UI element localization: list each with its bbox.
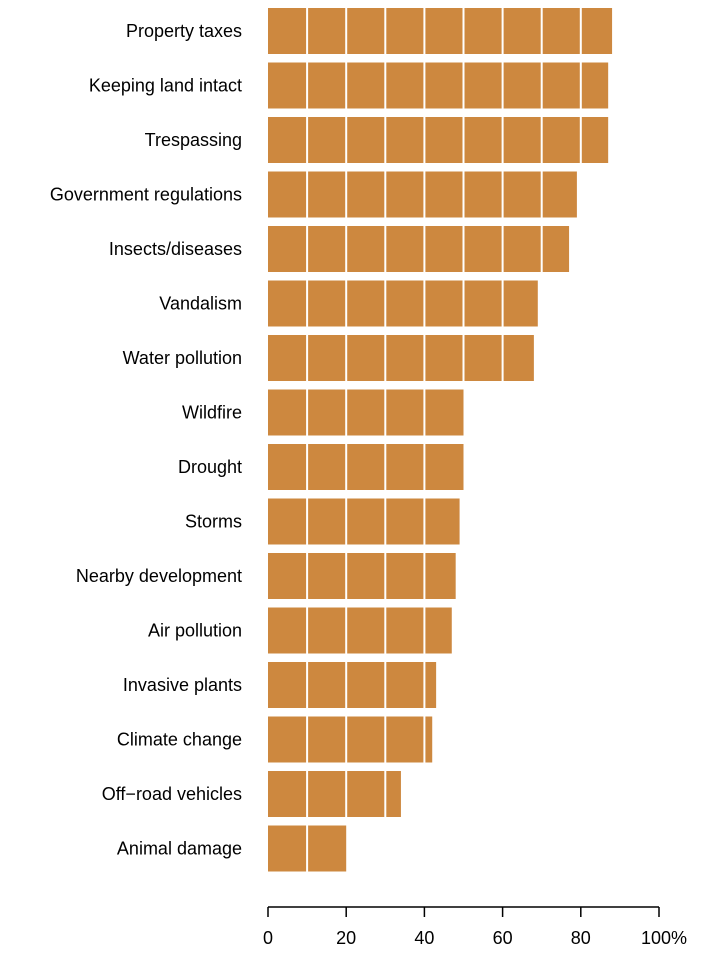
x-tick-label: 40 (414, 928, 434, 948)
category-label: Keeping land intact (89, 76, 242, 96)
x-axis: 0 20 40 60 80 100% (263, 906, 687, 948)
category-label: Climate change (117, 730, 242, 750)
bar-11 (268, 607, 452, 654)
bar-4 (268, 226, 570, 272)
category-label: Trespassing (145, 130, 242, 150)
category-label: Invasive plants (123, 675, 242, 695)
bar-0 (268, 8, 613, 54)
bar-12 (268, 662, 437, 708)
category-label: Government regulations (50, 185, 242, 205)
category-label: Animal damage (117, 839, 242, 859)
category-label: Off−road vehicles (102, 784, 242, 804)
bar-14 (268, 771, 401, 817)
category-label: Storms (185, 512, 242, 532)
category-label: Property taxes (126, 21, 242, 41)
x-tick-label: 0 (263, 928, 273, 948)
category-label: Drought (178, 457, 242, 477)
bar-8 (268, 444, 464, 490)
bar-3 (268, 171, 577, 218)
category-label: Insects/diseases (109, 239, 242, 259)
category-label: Water pollution (123, 348, 242, 368)
bar-6 (268, 335, 534, 381)
x-tick-label: 100% (641, 928, 687, 948)
bar-10 (268, 553, 456, 599)
bars (268, 8, 613, 872)
x-tick-label: 20 (336, 928, 356, 948)
bar-13 (268, 716, 433, 763)
bar-5 (268, 280, 538, 327)
category-label: Air pollution (148, 621, 242, 641)
x-tick-label: 80 (571, 928, 591, 948)
bar-9 (268, 498, 460, 545)
bar-7 (268, 389, 464, 436)
x-tick-label: 60 (493, 928, 513, 948)
category-label: Wildfire (182, 403, 242, 423)
category-labels: Property taxes Keeping land intact Trespas… (50, 21, 242, 859)
bar-2 (268, 117, 609, 163)
category-label: Vandalism (159, 294, 242, 314)
category-label: Nearby development (76, 566, 242, 586)
bar-1 (268, 62, 609, 109)
